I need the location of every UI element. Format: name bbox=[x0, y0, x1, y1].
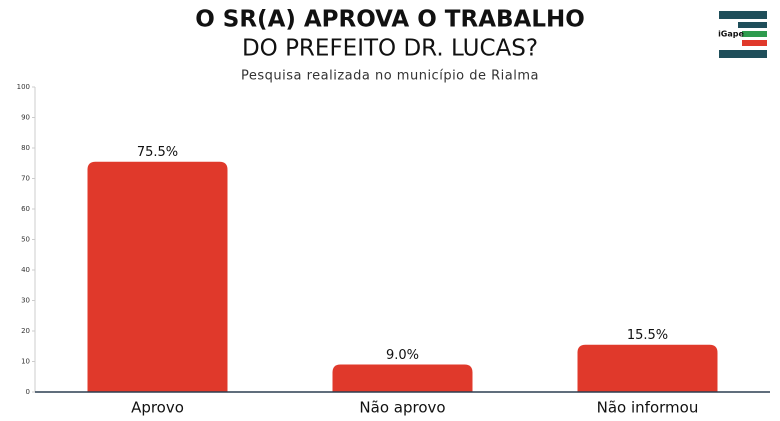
logo-stripe bbox=[738, 22, 767, 28]
value-label: 75.5% bbox=[137, 145, 178, 160]
y-tick-label: 30 bbox=[21, 297, 30, 305]
y-tick-label: 50 bbox=[21, 236, 30, 244]
y-tick-label: 90 bbox=[21, 114, 30, 122]
value-label: 15.5% bbox=[627, 328, 668, 343]
logo-stripe bbox=[719, 11, 767, 19]
y-tick-label: 0 bbox=[26, 388, 30, 396]
chart-title-line: O SR(A) APROVA O TRABALHO bbox=[195, 7, 585, 33]
chart-subtitle: Pesquisa realizada no município de Rialm… bbox=[241, 69, 539, 84]
bar bbox=[332, 364, 473, 392]
chart-title-line: DO PREFEITO DR. LUCAS? bbox=[242, 36, 538, 62]
y-tick-label: 60 bbox=[21, 205, 30, 213]
bar bbox=[577, 344, 718, 392]
y-tick-label: 10 bbox=[21, 358, 30, 366]
x-tick-label: Não informou bbox=[597, 399, 699, 417]
y-tick-label: 40 bbox=[21, 266, 30, 274]
y-tick-label: 100 bbox=[17, 83, 30, 91]
y-tick-label: 70 bbox=[21, 175, 30, 183]
logo: iGape bbox=[718, 11, 767, 58]
x-tick-label: Aprovo bbox=[131, 399, 184, 417]
logo-stripe bbox=[742, 40, 767, 46]
value-label: 9.0% bbox=[386, 348, 419, 363]
logo-stripe bbox=[742, 31, 767, 37]
x-tick-label: Não aprovo bbox=[359, 399, 445, 417]
y-tick-label: 20 bbox=[21, 327, 30, 335]
bar bbox=[87, 161, 228, 392]
logo-text: iGape bbox=[718, 30, 744, 39]
logo-stripe bbox=[719, 50, 767, 58]
y-tick-label: 80 bbox=[21, 144, 30, 152]
